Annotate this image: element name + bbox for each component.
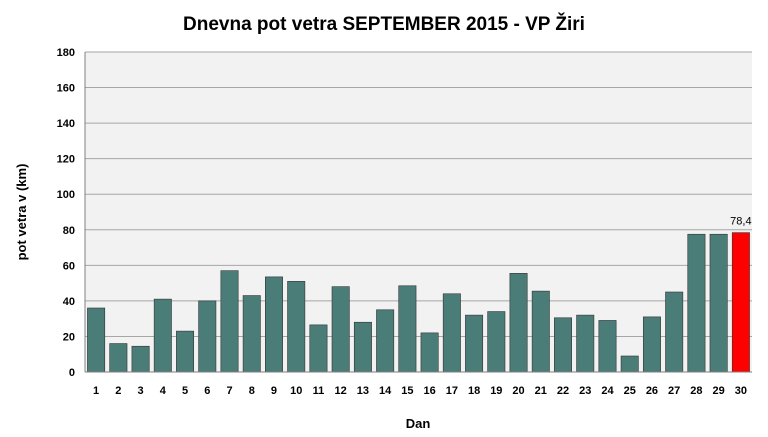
x-tick-label: 12	[335, 385, 347, 397]
bar-4	[153, 298, 172, 373]
x-tick-label: 29	[713, 385, 725, 397]
bar-19	[487, 311, 506, 373]
x-tick-label: 5	[182, 385, 188, 397]
y-tick-label: 160	[57, 83, 75, 95]
bar-23	[576, 314, 595, 373]
bar-15	[398, 285, 417, 373]
gridlines	[85, 51, 752, 337]
x-tick-label: 24	[601, 385, 614, 397]
x-tick-label: 27	[668, 385, 680, 397]
bar-14	[376, 309, 395, 373]
bar-29	[709, 233, 728, 373]
y-axis-label: pot vetra v (km)	[14, 164, 29, 261]
bar-24	[598, 320, 617, 373]
x-tick-label: 16	[423, 385, 435, 397]
x-tick-labels: 1 2 3 4 5 6 7 8 9 10 11 12 13 14 15 16 17 18 19 20 21 22 23 24 2…	[93, 385, 747, 397]
x-tick-label: 11	[313, 385, 325, 397]
bar-7	[220, 270, 239, 373]
bar-30	[731, 232, 750, 373]
x-tick-label: 17	[446, 385, 458, 397]
x-tick-label: 30	[735, 385, 747, 397]
bar-5	[176, 330, 195, 373]
x-tick-label: 25	[624, 385, 636, 397]
bar-3	[131, 345, 150, 373]
x-tick-label: 1	[93, 385, 99, 397]
x-tick-label: 19	[490, 385, 502, 397]
bar-11	[309, 324, 328, 373]
x-tick-label: 21	[535, 385, 547, 397]
x-tick-label: 14	[379, 385, 392, 397]
x-tick-label: 18	[468, 385, 480, 397]
bar-10	[287, 281, 306, 373]
bar-26	[642, 316, 661, 373]
bar-1	[87, 307, 106, 373]
x-tick-label: 10	[290, 385, 302, 397]
y-tick-label: 140	[57, 118, 75, 130]
bar-17	[442, 293, 461, 373]
bar-18	[465, 314, 484, 373]
x-tick-label: 7	[226, 385, 232, 397]
y-tick-label: 80	[63, 225, 75, 237]
bar-28	[687, 233, 706, 373]
bar-25	[620, 355, 639, 373]
x-tick-label: 13	[357, 385, 369, 397]
x-tick-label: 22	[557, 385, 569, 397]
x-tick-label: 28	[690, 385, 702, 397]
y-tick-label: 0	[69, 367, 75, 379]
bar-20	[509, 273, 528, 373]
y-tick-label: 40	[63, 296, 75, 308]
bars	[87, 232, 750, 373]
x-tick-label: 8	[249, 385, 255, 397]
bar-8	[242, 295, 261, 373]
data-labels: 78,4	[730, 216, 751, 228]
x-tick-label: 2	[115, 385, 121, 397]
bar-9	[265, 276, 283, 373]
bar-12	[331, 286, 350, 373]
y-tick-label: 60	[63, 260, 75, 272]
bar-27	[665, 291, 684, 373]
chart-title: Dnevna pot vetra SEPTEMBER 2015 - VP Žir…	[183, 13, 585, 35]
x-axis-label: Dan	[406, 416, 431, 431]
bar-16	[420, 332, 439, 373]
data-label: 78,4	[730, 216, 751, 228]
bar-2	[109, 343, 128, 373]
bar-6	[198, 300, 217, 373]
y-tick-label: 100	[57, 189, 75, 201]
bar-22	[554, 317, 572, 373]
y-tick-labels: 0 20 40 60 80 100 120 140 160 180	[57, 47, 75, 379]
y-tick-label: 20	[63, 331, 75, 343]
bar-21	[531, 290, 550, 373]
plot-area	[85, 52, 752, 372]
x-tick-label: 9	[271, 385, 277, 397]
x-tick-label: 6	[204, 385, 210, 397]
bar-13	[353, 321, 372, 373]
x-tick-label: 26	[646, 385, 658, 397]
x-tick-label: 23	[579, 385, 591, 397]
x-tick-label: 3	[138, 385, 144, 397]
y-tick-label: 120	[57, 154, 75, 166]
x-tick-label: 15	[401, 385, 413, 397]
y-tick-label: 180	[57, 47, 75, 59]
x-tick-label: 20	[512, 385, 524, 397]
x-tick-label: 4	[160, 385, 167, 397]
